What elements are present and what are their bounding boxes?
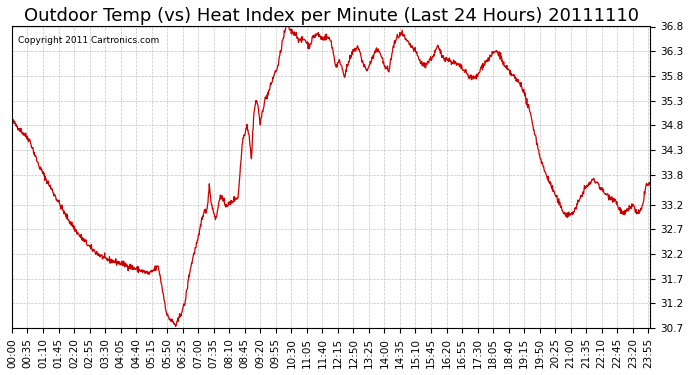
Title: Outdoor Temp (vs) Heat Index per Minute (Last 24 Hours) 20111110: Outdoor Temp (vs) Heat Index per Minute … <box>23 7 638 25</box>
Text: Copyright 2011 Cartronics.com: Copyright 2011 Cartronics.com <box>19 36 159 45</box>
